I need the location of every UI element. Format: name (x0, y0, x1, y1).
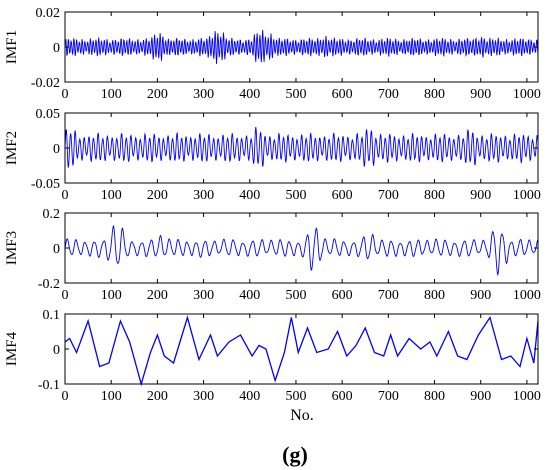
x-tick-label: 400 (239, 188, 260, 203)
x-tick-label: 0 (62, 188, 69, 203)
axes-frame (64, 313, 539, 385)
y-tick-label: 0 (53, 142, 60, 157)
x-tick-label: 400 (239, 288, 260, 303)
x-tick-label: 700 (378, 288, 399, 303)
x-tick-label: 500 (285, 87, 306, 102)
panel-imf4: 0 100 200 300 400 500 600 700 800 900 10000.10-0.1… (4, 308, 541, 404)
x-tick-label: 0 (62, 389, 69, 404)
x-tick-label: 300 (193, 188, 214, 203)
x-tick-label: 600 (332, 288, 353, 303)
y-tick-label: 0.05 (36, 107, 61, 122)
x-tick-label: 300 (193, 389, 214, 404)
series-line-imf3 (64, 224, 539, 277)
x-tick-label: 100 (101, 288, 122, 303)
y-tick-label: 0.02 (36, 6, 61, 21)
x-tick-label: 100 (101, 389, 122, 404)
y-axis-label: IMF3 (4, 231, 20, 265)
x-tick-label: 700 (378, 389, 399, 404)
x-tick-label: 300 (193, 87, 214, 102)
y-tick-label: 0 (53, 242, 60, 257)
y-tick-label: 0.2 (43, 207, 61, 222)
x-tick-label: 0 (62, 87, 69, 102)
x-tick-label: 900 (470, 188, 491, 203)
x-tick-label: 600 (332, 87, 353, 102)
y-tick-label: 0 (53, 41, 60, 56)
series-line-imf1 (64, 29, 539, 64)
x-tick-label: 400 (239, 389, 260, 404)
x-tick-label: 200 (147, 87, 168, 102)
x-tick-label: 600 (332, 188, 353, 203)
x-tick-label: 100 (101, 87, 122, 102)
x-tick-label: 1000 (513, 87, 541, 102)
x-tick-label: 800 (424, 188, 445, 203)
x-tick-label: 500 (285, 188, 306, 203)
x-tick-label: 100 (101, 188, 122, 203)
series-line-imf4 (64, 315, 539, 387)
x-tick-label: 200 (147, 389, 168, 404)
x-tick-label: 800 (424, 389, 445, 404)
figure-label: (g) (282, 442, 308, 467)
x-tick-label: 700 (378, 188, 399, 203)
panel-imf1: 0 100 200 300 400 500 600 700 800 900 10000.020-0.… (4, 6, 541, 102)
y-axis-label: IMF1 (4, 30, 20, 64)
x-tick-label: 400 (239, 87, 260, 102)
x-tick-label: 900 (470, 87, 491, 102)
x-axis-label: No. (290, 407, 314, 424)
y-tick-label: 0 (53, 343, 60, 358)
y-tick-label: -0.1 (38, 378, 60, 393)
x-tick-label: 600 (332, 389, 353, 404)
panel-imf3: 0 100 200 300 400 500 600 700 800 900 10000.20-0.2… (4, 207, 541, 303)
y-axis-label: IMF4 (4, 331, 20, 366)
x-tick-label: 1000 (513, 389, 541, 404)
x-tick-label: 500 (285, 288, 306, 303)
x-tick-label: 200 (147, 288, 168, 303)
x-tick-label: 1000 (513, 288, 541, 303)
x-tick-label: 800 (424, 87, 445, 102)
x-tick-label: 1000 (513, 188, 541, 203)
y-tick-label: 0.1 (43, 308, 61, 323)
x-tick-label: 700 (378, 87, 399, 102)
x-tick-label: 800 (424, 288, 445, 303)
y-axis-label: IMF2 (4, 131, 20, 165)
y-tick-label: -0.05 (31, 177, 60, 192)
x-tick-label: 200 (147, 188, 168, 203)
y-tick-label: -0.02 (31, 76, 60, 91)
y-tick-label: -0.2 (38, 277, 60, 292)
x-tick-label: 500 (285, 389, 306, 404)
x-tick-label: 300 (193, 288, 214, 303)
panel-imf2: 0 100 200 300 400 500 600 700 800 900 10000.050-0.… (4, 107, 541, 203)
x-tick-label: 900 (470, 288, 491, 303)
x-tick-label: 0 (62, 288, 69, 303)
series-line-imf2 (64, 127, 539, 168)
x-tick-label: 900 (470, 389, 491, 404)
